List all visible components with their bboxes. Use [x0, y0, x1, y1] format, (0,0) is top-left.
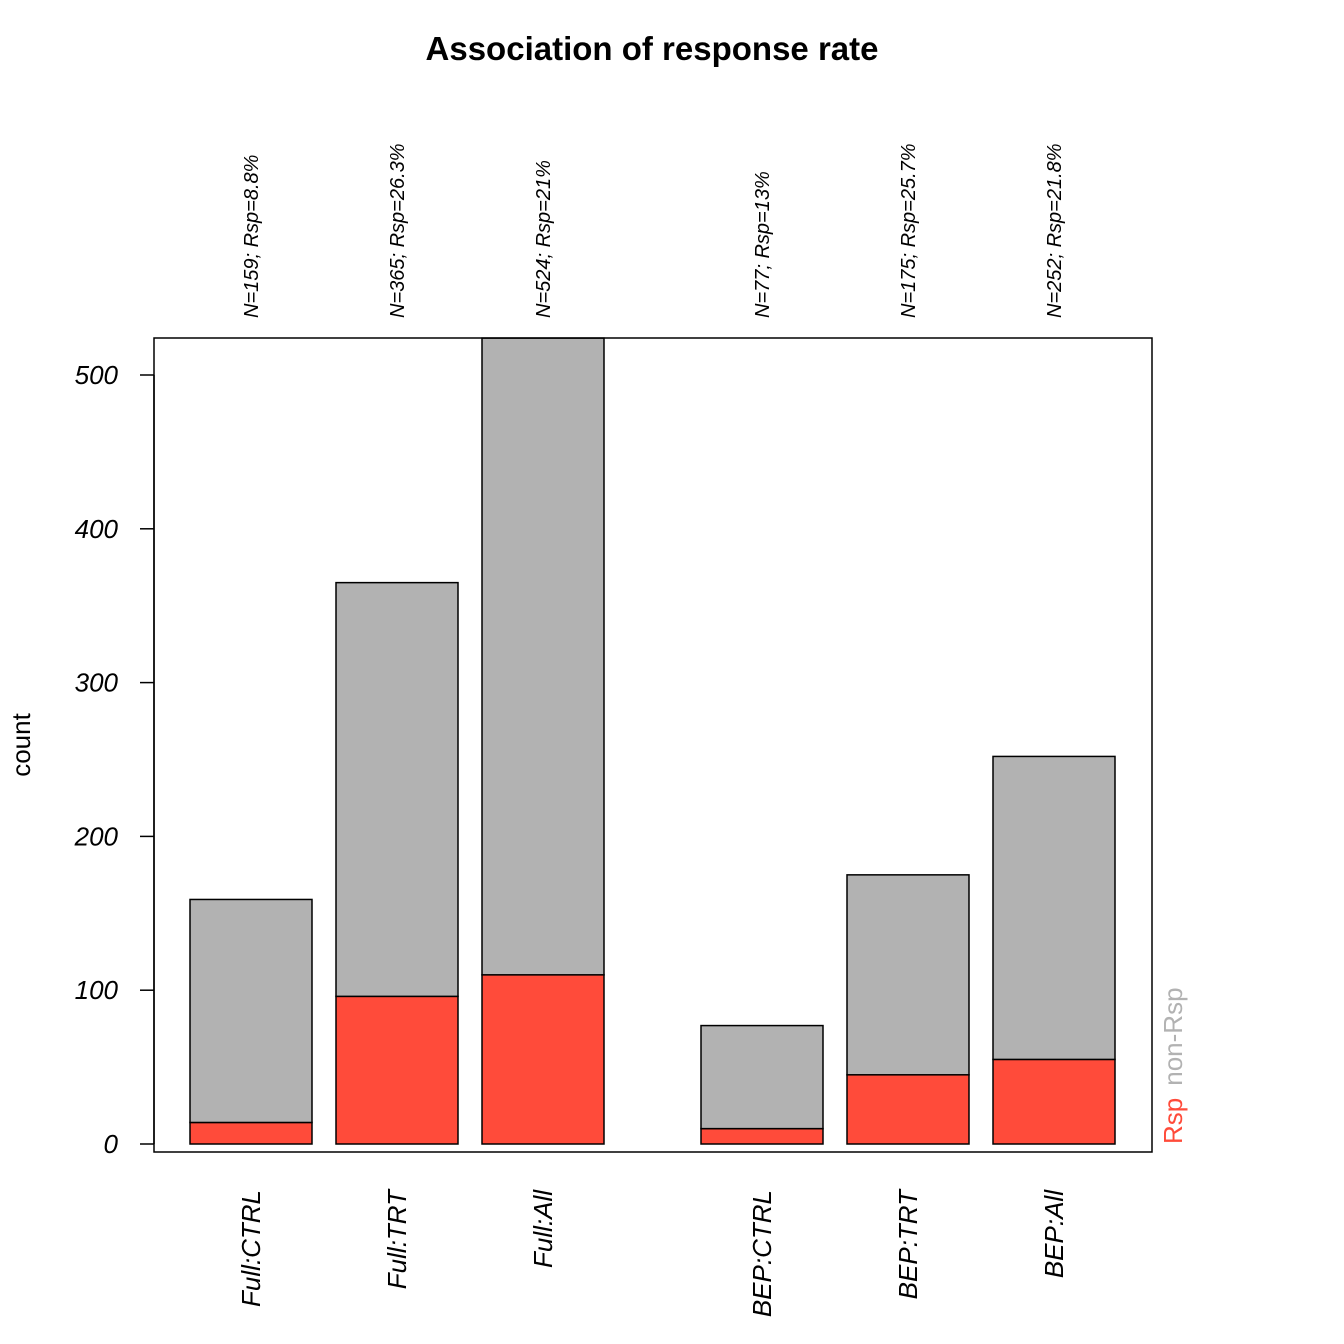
legend-entry-rsp: Rsp	[1158, 1098, 1188, 1144]
bar-rsp-bep-trt	[846, 1074, 970, 1145]
bar-rsp-bep-all	[992, 1058, 1116, 1145]
chart-title: Association of response rate	[426, 30, 879, 67]
category-label: Full:All	[528, 1189, 558, 1268]
category-label: Full:CTRL	[236, 1190, 266, 1307]
bar-non-rsp-bep-ctrl	[700, 1024, 824, 1130]
category-label: BEP:CTRL	[747, 1190, 777, 1317]
legend: Rsp non-Rsp	[1158, 987, 1188, 1144]
bar-non-rsp-bep-all	[992, 755, 1116, 1061]
category-labels: Full:CTRL Full:TRT Full:All BEP:CTRL BEP:TRT…	[236, 1188, 1069, 1317]
category-label: BEP:All	[1039, 1189, 1069, 1278]
bar-non-rsp-bep-trt	[846, 874, 970, 1076]
bar-rsp-full-all	[481, 974, 605, 1145]
top-labels: N=159; Rsp=8.8% N=365; Rsp=26.3% N=524; Rs…	[241, 143, 1066, 318]
top-annotation: N=524; Rsp=21%	[533, 160, 555, 318]
bars	[189, 337, 1116, 1145]
bar-rsp-bep-ctrl	[700, 1127, 824, 1145]
bar-rsp-full-trt	[335, 995, 459, 1145]
top-annotation: N=77; Rsp=13%	[752, 171, 774, 318]
legend-entries: Rsp non-Rsp	[1158, 987, 1188, 1144]
bar-non-rsp-full-all	[481, 337, 605, 976]
y-axis: 0 100 200 300 400 500	[74, 360, 155, 1159]
top-annotation: N=252; Rsp=21.8%	[1044, 143, 1066, 318]
bar-rsp-full-ctrl	[189, 1121, 313, 1145]
y-tick-label: 500	[75, 360, 119, 390]
top-annotation: N=159; Rsp=8.8%	[241, 155, 263, 318]
top-annotation: N=175; Rsp=25.7%	[898, 143, 920, 318]
bar-non-rsp-full-ctrl	[189, 898, 313, 1124]
y-tick-label: 400	[75, 514, 119, 544]
bar-non-rsp-full-trt	[335, 581, 459, 998]
category-label: BEP:TRT	[893, 1188, 923, 1299]
category-label: Full:TRT	[382, 1188, 412, 1289]
y-axis-label: count	[6, 712, 36, 776]
y-tick-label: 0	[104, 1129, 119, 1159]
top-annotation: N=365; Rsp=26.3%	[387, 143, 409, 318]
y-tick-label: 300	[75, 668, 119, 698]
y-tick-label: 200	[74, 821, 119, 851]
y-tick-label: 100	[75, 975, 119, 1005]
legend-entry-non-rsp: non-Rsp	[1158, 987, 1188, 1085]
